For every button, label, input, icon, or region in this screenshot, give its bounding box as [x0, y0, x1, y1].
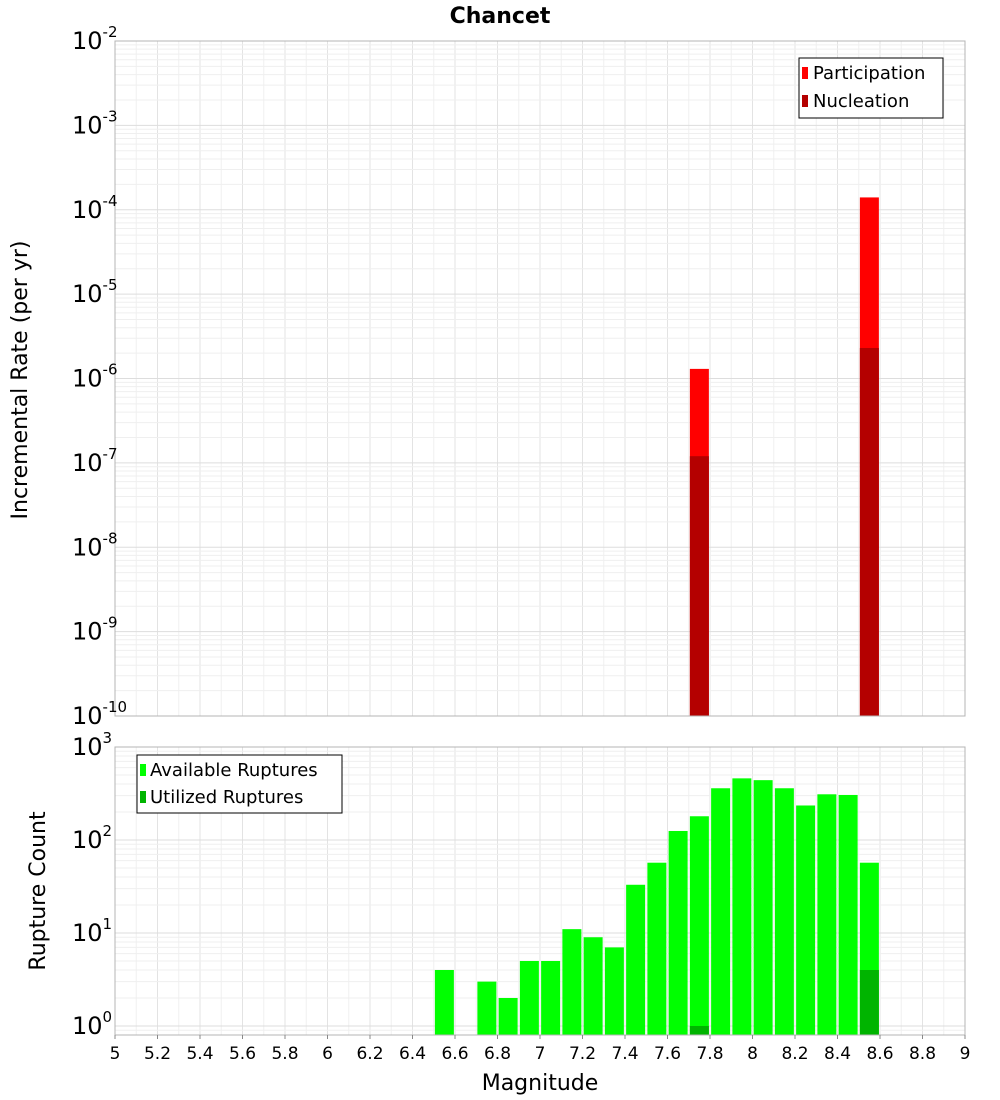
- y-tick-label: 101: [72, 915, 112, 947]
- x-tick-label: 5.6: [229, 1044, 256, 1064]
- bar: [753, 780, 773, 1035]
- x-tick-label: 7.8: [696, 1044, 723, 1064]
- rate-y-ticks: 10-2 10-3 10-4 10-5 10-6 10-7 10-8 10-9 10-10: [72, 23, 127, 730]
- bar: [796, 805, 816, 1035]
- x-tick-label: 6: [322, 1044, 333, 1064]
- y-tick-label: 103: [72, 729, 112, 761]
- participation-legend-label: Participation: [813, 63, 925, 84]
- y-tick-label: 10-5: [72, 276, 118, 308]
- y-tick-label: 10-6: [72, 361, 118, 393]
- nucleation-legend-swatch: [802, 95, 808, 107]
- x-tick-label: 8: [747, 1044, 758, 1064]
- y-tick-label: 10-8: [72, 529, 118, 561]
- x-tick-label: 6.8: [484, 1044, 511, 1064]
- rate-bars: [689, 197, 879, 717]
- x-tick-label: 5: [110, 1044, 121, 1064]
- x-tick-label: 9: [960, 1044, 971, 1064]
- x-tick-label: 8.2: [781, 1044, 808, 1064]
- count-x-ticks: 5 5.2 5.4 5.6 5.8 6 6.2 6.4 6.6 6.8 7 7.2 7.4 7.6 7.8 8…: [110, 1035, 971, 1064]
- x-tick-label: 5.8: [271, 1044, 298, 1064]
- x-tick-label: 7: [535, 1044, 546, 1064]
- bar: [498, 997, 518, 1035]
- rate-plot-border: [114, 40, 966, 717]
- bar: [859, 969, 879, 1035]
- bar: [519, 960, 539, 1035]
- count-legend: Available Ruptures Utilized Ruptures: [136, 754, 343, 814]
- y-tick-label: 10-4: [72, 192, 118, 224]
- bar: [711, 788, 731, 1035]
- participation-legend-swatch: [802, 67, 808, 79]
- bar: [668, 830, 688, 1035]
- x-tick-label: 5.2: [144, 1044, 171, 1064]
- x-tick-label: 8.6: [866, 1044, 893, 1064]
- count-chart: 103 102 101 100 5 5.2 5.4 5.6 5.8 6 6.2 6.4 6.6 6.8 7…: [26, 729, 970, 1096]
- bar: [859, 347, 879, 716]
- available-ruptures-legend-label: Available Ruptures: [150, 760, 318, 781]
- bar: [647, 862, 667, 1035]
- y-tick-label: 102: [72, 822, 112, 854]
- rate-grid: [114, 40, 966, 717]
- rate-y-axis-label: Incremental Rate (per yr): [8, 241, 33, 520]
- rate-legend: Participation Nucleation: [798, 57, 944, 119]
- bar: [541, 960, 561, 1035]
- x-tick-label: 6.2: [356, 1044, 383, 1064]
- utilized-ruptures-legend-label: Utilized Ruptures: [150, 787, 303, 808]
- y-tick-label: 10-7: [72, 445, 118, 477]
- bar: [604, 947, 624, 1035]
- bar: [477, 981, 497, 1035]
- x-tick-label: 8.4: [824, 1044, 851, 1064]
- bar: [817, 794, 837, 1035]
- x-tick-label: 7.4: [611, 1044, 638, 1064]
- rate-chart: 10-2 10-3 10-4 10-5 10-6 10-7 10-8 10-9 10-10 In…: [8, 23, 966, 730]
- rate-legend-box: [798, 57, 944, 119]
- y-tick-label: 100: [72, 1008, 112, 1040]
- utilized-ruptures-legend-swatch: [140, 791, 146, 803]
- nucleation-legend-label: Nucleation: [813, 91, 909, 112]
- count-y-axis-label: Rupture Count: [26, 811, 51, 971]
- x-tick-label: 8.8: [909, 1044, 936, 1064]
- bar: [689, 816, 709, 1035]
- x-tick-label: 7.2: [569, 1044, 596, 1064]
- y-tick-label: 10-10: [72, 698, 127, 730]
- bar: [626, 884, 646, 1035]
- bar: [689, 1025, 709, 1035]
- count-y-ticks: 103 102 101 100: [72, 729, 112, 1040]
- count-x-axis-label: Magnitude: [482, 1071, 599, 1096]
- bar: [583, 937, 603, 1035]
- available-ruptures-legend-swatch: [140, 764, 146, 776]
- count-bars: [434, 778, 879, 1035]
- x-tick-label: 5.4: [186, 1044, 213, 1064]
- x-tick-label: 6.6: [441, 1044, 468, 1064]
- y-tick-label: 10-9: [72, 614, 118, 646]
- count-legend-box: [136, 754, 343, 814]
- bar: [838, 794, 858, 1035]
- bar: [689, 456, 709, 716]
- x-tick-label: 6.4: [399, 1044, 426, 1064]
- bar: [774, 788, 794, 1035]
- bar: [562, 929, 582, 1035]
- chart-title: Chancet: [450, 4, 551, 29]
- bar: [434, 969, 454, 1035]
- x-tick-label: 7.6: [654, 1044, 681, 1064]
- y-tick-label: 10-2: [72, 23, 118, 55]
- bar: [732, 778, 752, 1035]
- y-tick-label: 10-3: [72, 107, 118, 139]
